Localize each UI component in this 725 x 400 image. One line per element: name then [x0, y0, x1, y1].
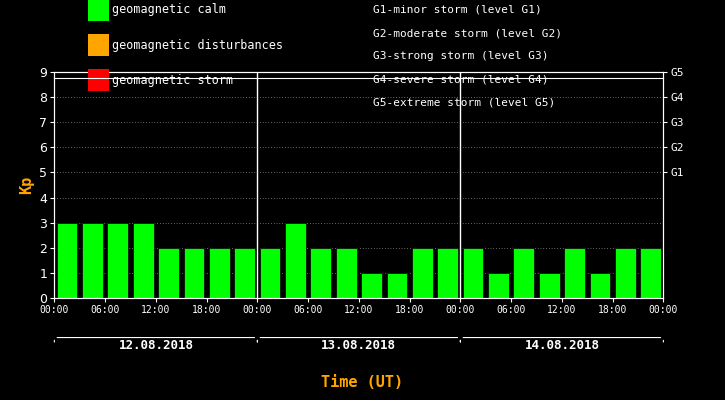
Bar	[158, 248, 179, 298]
Text: G1-minor storm (level G1): G1-minor storm (level G1)	[373, 5, 542, 15]
Text: 12.08.2018: 12.08.2018	[118, 340, 194, 352]
Bar	[82, 223, 103, 298]
Bar	[615, 248, 636, 298]
Bar	[336, 248, 357, 298]
Bar	[589, 273, 610, 298]
Text: Time (UT): Time (UT)	[321, 375, 404, 390]
Bar	[107, 223, 128, 298]
Text: G4-severe storm (level G4): G4-severe storm (level G4)	[373, 74, 549, 85]
Bar	[437, 248, 458, 298]
Text: 13.08.2018: 13.08.2018	[321, 340, 397, 352]
Bar	[260, 248, 281, 298]
Bar	[234, 248, 255, 298]
Text: G5-extreme storm (level G5): G5-extreme storm (level G5)	[373, 98, 555, 108]
Text: G2-moderate storm (level G2): G2-moderate storm (level G2)	[373, 28, 563, 38]
Text: 14.08.2018: 14.08.2018	[524, 340, 600, 352]
Bar	[513, 248, 534, 298]
Bar	[564, 248, 585, 298]
Bar	[183, 248, 204, 298]
Bar	[285, 223, 306, 298]
Text: G3-strong storm (level G3): G3-strong storm (level G3)	[373, 51, 549, 61]
Bar	[386, 273, 407, 298]
Bar	[463, 248, 484, 298]
Text: geomagnetic disturbances: geomagnetic disturbances	[112, 39, 283, 52]
Bar	[488, 273, 509, 298]
Text: geomagnetic storm: geomagnetic storm	[112, 74, 233, 87]
Bar	[361, 273, 382, 298]
Y-axis label: Kp: Kp	[19, 176, 34, 194]
Bar	[57, 223, 78, 298]
Bar	[133, 223, 154, 298]
Bar	[539, 273, 560, 298]
Bar	[209, 248, 230, 298]
Bar	[640, 248, 661, 298]
Bar	[412, 248, 433, 298]
Bar	[310, 248, 331, 298]
Text: geomagnetic calm: geomagnetic calm	[112, 4, 226, 16]
